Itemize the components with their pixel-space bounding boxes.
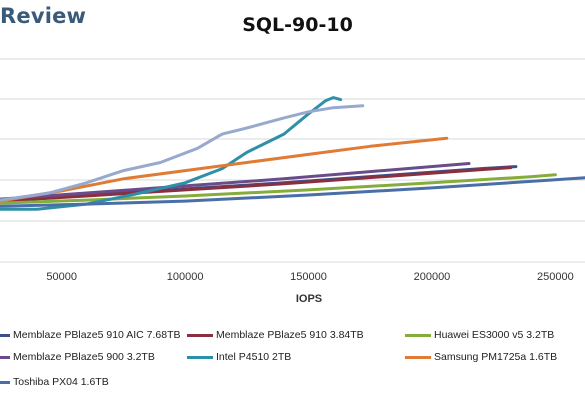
series-line-1 xyxy=(0,166,513,203)
brand-wordmark: Review xyxy=(0,4,87,28)
x-tick-label: 250000 xyxy=(537,271,574,283)
legend-swatch xyxy=(0,333,10,337)
legend-swatch xyxy=(187,355,213,359)
series-line-2 xyxy=(0,173,557,205)
legend-swatch xyxy=(405,355,431,359)
chart-title: SQL-90-10 xyxy=(242,14,353,36)
legend-label: Toshiba PX04 1.6TB xyxy=(13,376,109,388)
legend-label: Huawei ES3000 v5 3.2TB xyxy=(434,329,555,341)
legend-item: Memblaze PBlaze5 910 AIC 7.68TB xyxy=(0,328,181,342)
legend-label: Intel P4510 2TB xyxy=(216,351,292,363)
legend-item: Intel P4510 2TB xyxy=(187,350,291,364)
legend-label: Samsung PM1725a 1.6TB xyxy=(434,351,558,363)
x-tick-label: 100000 xyxy=(167,271,204,283)
legend-swatch xyxy=(187,333,213,337)
x-tick-label: 50000 xyxy=(46,271,77,283)
legend-item: Toshiba PX04 1.6TB xyxy=(0,375,109,389)
x-tick-label: 150000 xyxy=(290,271,327,283)
series-line-6 xyxy=(0,176,585,208)
legend-swatch xyxy=(405,333,431,337)
legend-swatch xyxy=(0,380,10,384)
legend-label: Memblaze PBlaze5 910 3.84TB xyxy=(216,329,364,341)
series-line-5 xyxy=(0,136,449,203)
legend-item: Samsung PM1725a 1.6TB xyxy=(405,350,557,364)
legend-item: Huawei ES3000 v5 3.2TB xyxy=(405,328,554,342)
series-line-7 xyxy=(0,104,365,202)
x-tick-label: 200000 xyxy=(414,271,451,283)
x-axis-label: IOPS xyxy=(296,293,322,305)
series-line-3 xyxy=(0,162,471,201)
legend-label: Memblaze PBlaze5 910 AIC 7.68TB xyxy=(13,329,181,341)
legend-label: Memblaze PBlaze5 900 3.2TB xyxy=(13,351,155,363)
legend-item: Memblaze PBlaze5 910 3.84TB xyxy=(187,328,364,342)
legend-item: Memblaze PBlaze5 900 3.2TB xyxy=(0,350,155,364)
legend-swatch xyxy=(0,355,10,359)
